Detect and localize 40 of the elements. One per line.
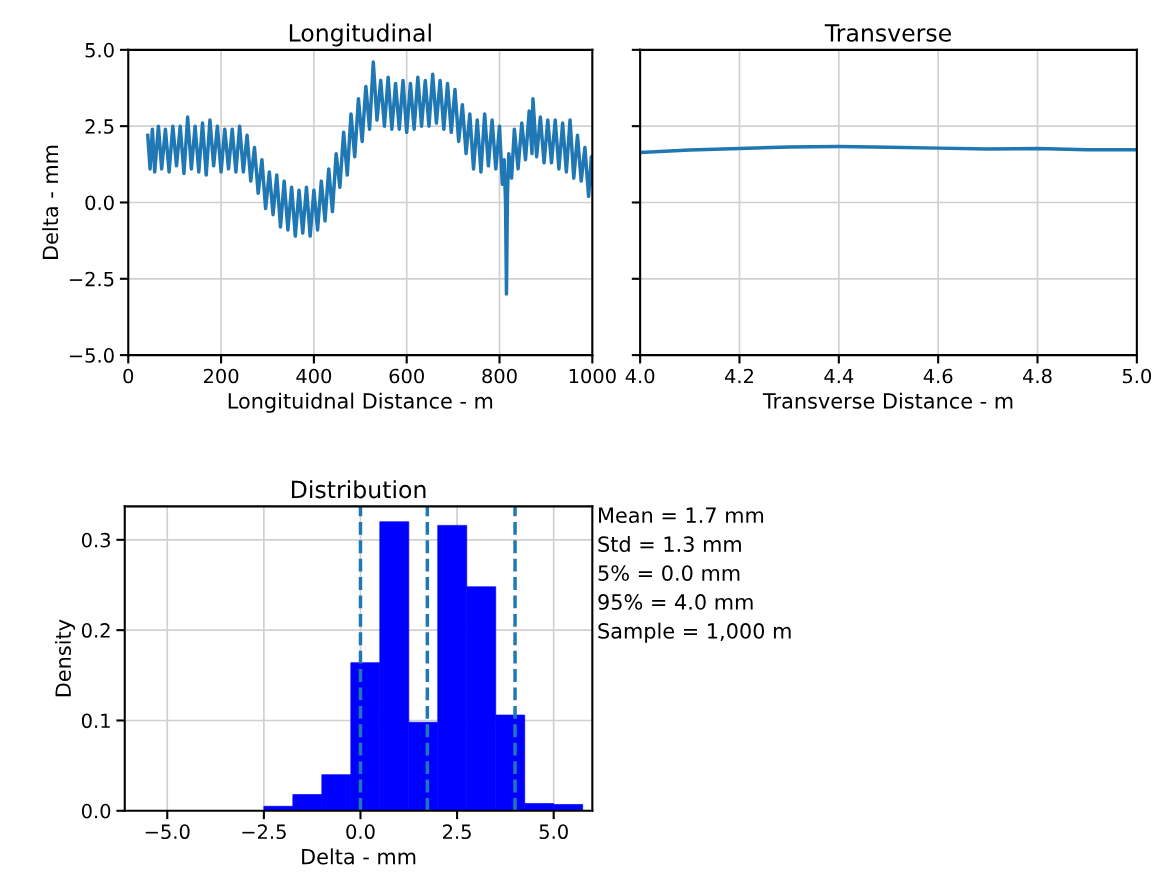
- x-tick-label: 5.0: [539, 824, 568, 840]
- chart-title: Longitudinal: [289, 23, 431, 47]
- x-tick-label: 4.6: [923, 368, 953, 384]
- x-axis-title: Longituidnal Distance - m: [228, 392, 493, 413]
- y-tick-label: 0.0: [85, 195, 114, 211]
- x-tick-label: 2.5: [443, 824, 471, 840]
- y-tick-label: 0.3: [81, 532, 111, 548]
- line-series: [146, 60, 593, 296]
- text: Sample = 1,000 m: [598, 622, 791, 643]
- y-axis-title: Density: [54, 619, 76, 697]
- x-axis-title: Delta - mm: [302, 848, 416, 865]
- x-tick-label: 1000: [569, 368, 616, 384]
- x-tick-label: 400: [296, 368, 332, 384]
- y-tick-label: −2.5: [69, 271, 114, 287]
- y-tick-label: 0.0: [81, 803, 111, 819]
- y-tick-label: 0.2: [81, 623, 110, 638]
- y-tick-label: −5.0: [69, 348, 114, 363]
- y-tick-label: 0.1: [81, 713, 110, 729]
- x-tick-label: 4.8: [1023, 368, 1052, 384]
- text: Std = 1.3 mm: [598, 535, 741, 553]
- x-axis-title: Transverse Distance - m: [762, 392, 1013, 409]
- x-tick-label: 600: [389, 368, 424, 384]
- text: Mean = 1.7 mm: [599, 507, 764, 524]
- text: 95% = 4.0 mm: [598, 594, 753, 610]
- x-tick-label: 200: [203, 368, 239, 384]
- chart-title: Transverse: [824, 24, 951, 42]
- x-tick-label: 5.0: [1122, 368, 1152, 384]
- x-tick-label: 4.4: [824, 368, 854, 384]
- text: 5% = 0.0 mm: [598, 565, 740, 581]
- x-tick-label: 0.0: [346, 824, 375, 840]
- x-tick-label: −5.0: [145, 824, 190, 840]
- chart-title: Distribution: [291, 480, 426, 499]
- x-tick-label: 4.0: [625, 368, 655, 384]
- y-axis-title: Delta - mm: [42, 145, 59, 259]
- y-tick-label: 5.0: [85, 42, 114, 58]
- x-tick-label: −2.5: [242, 824, 286, 840]
- x-tick-label: 800: [482, 368, 517, 384]
- x-tick-label: 4.2: [724, 368, 753, 384]
- y-tick-label: 2.5: [85, 119, 114, 134]
- x-tick-label: 0: [123, 368, 134, 384]
